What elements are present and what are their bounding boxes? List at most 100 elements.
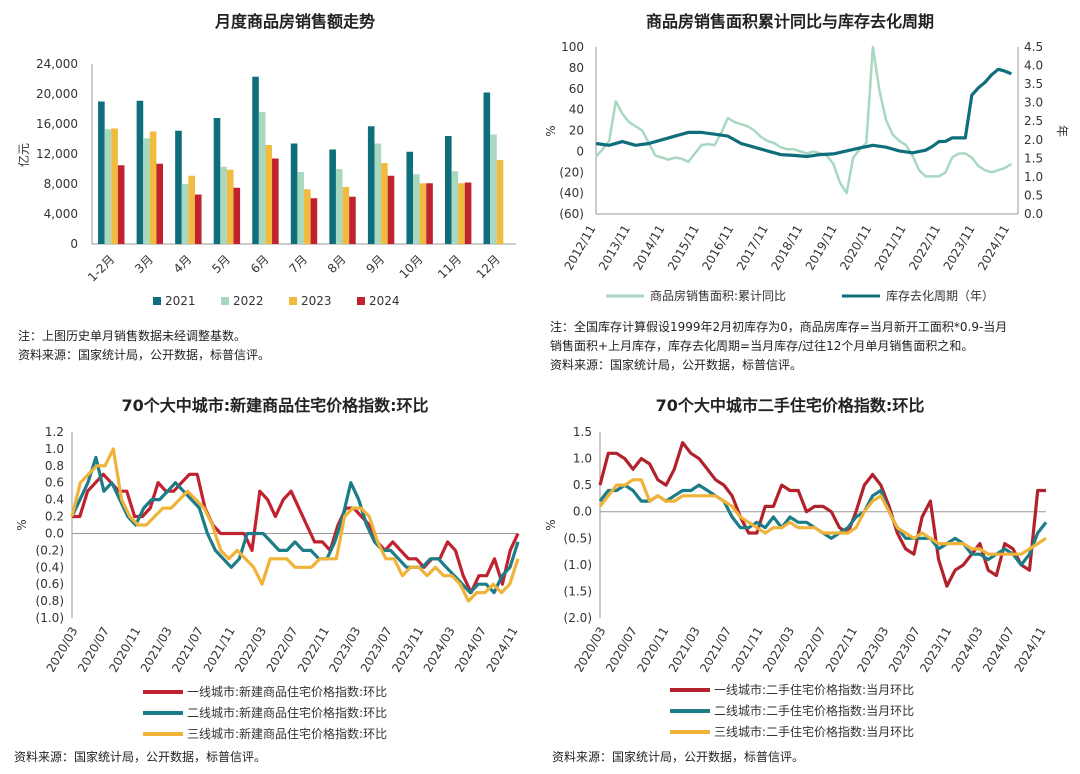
- bar-2023-10月: [419, 183, 427, 244]
- legend-label-2: 三线城市:新建商品住宅价格指数:环比: [187, 726, 387, 741]
- y-right-tick-label: 2.0: [1024, 133, 1043, 147]
- chart1-note: 注：上图历史单月销售数据未经调整基数。: [18, 329, 247, 343]
- series-line-1: [595, 67, 1012, 159]
- y-right-tick-label: 1.0: [1024, 170, 1043, 184]
- bar-2024-4月: [194, 194, 202, 244]
- bar-2022-4月: [181, 184, 189, 244]
- legend-swatch-2021: [153, 297, 161, 305]
- y-tick-label: (1.5): [564, 584, 592, 598]
- y-left-tick-label: 60: [569, 82, 584, 96]
- bar-2024-10月: [426, 183, 433, 244]
- bar-2023-3月: [149, 131, 157, 244]
- bar-2023-5月: [226, 169, 234, 244]
- y-tick-label: (1.0): [564, 558, 592, 572]
- series-line-0: [72, 472, 520, 595]
- bar-2022-12月: [490, 134, 497, 244]
- y-right-tick-label: 4.0: [1024, 59, 1043, 73]
- bar-2023-11月: [458, 183, 465, 244]
- y-tick-label: 12,000: [36, 147, 78, 161]
- y-tick-label: 16,000: [36, 117, 78, 131]
- chart3-source: 资料来源：国家统计局，公开数据，标普信评。: [14, 750, 267, 764]
- bar-2022-9月: [374, 143, 382, 244]
- y-tick-label: 1.0: [45, 442, 64, 456]
- y-left-tick-label: 80: [569, 61, 584, 75]
- y-tick-label: 20,000: [36, 87, 78, 101]
- series-line-0: [595, 45, 1013, 195]
- y-tick-label: (0.2): [36, 543, 64, 557]
- bar-2023-8月: [342, 187, 350, 244]
- y-tick-label: 1.5: [573, 425, 592, 439]
- y-left-tick-label: (40): [559, 186, 584, 200]
- chart1-title: 月度商品房销售额走势: [214, 12, 375, 31]
- bar-2021-7月: [290, 143, 298, 244]
- bar-2021-12月: [483, 92, 491, 244]
- bar-2022-10月: [413, 174, 420, 244]
- bar-2023-7月: [304, 189, 311, 244]
- y-tick-label: 0.0: [573, 505, 592, 519]
- bar-2023-6月: [265, 145, 273, 244]
- chart2-note-line1: 注：全国库存计算假设1999年2月初库存为0，商品房库存=当月新开工面积*0.9…: [550, 320, 1008, 334]
- y-tick-label: 0.4: [45, 493, 64, 507]
- y-left-tick-label: 100: [561, 40, 584, 54]
- y-tick-label: 1.0: [573, 452, 592, 466]
- legend-swatch-2023: [289, 297, 297, 305]
- series-line-0: [598, 441, 1046, 588]
- bar-2022-5月: [220, 166, 227, 244]
- chart1-bar-chart: 04,0008,00012,00016,00020,00024,000亿元1-2…: [16, 57, 516, 308]
- legend-label-2: 三线城市:二手住宅价格指数:当月环比: [714, 724, 914, 739]
- bar-2022-8月: [335, 169, 343, 244]
- y-left-tick-label: 40: [569, 103, 584, 117]
- y-tick-label: 0.2: [45, 510, 64, 524]
- y-right-tick-label: 3.5: [1024, 77, 1043, 91]
- y-right-tick-label: 2.5: [1024, 114, 1043, 128]
- bar-2021-10月: [406, 151, 414, 244]
- y-tick-label: 0.5: [573, 478, 592, 492]
- bar-2024-11月: [464, 182, 472, 244]
- y-right-tick-label: 3.0: [1024, 96, 1043, 110]
- series-line-1: [70, 455, 520, 595]
- legend-label-2022: 2022: [233, 294, 264, 308]
- bar-2024-7月: [310, 198, 318, 244]
- y-tick-label: (0.4): [36, 560, 64, 574]
- y-axis-label: %: [15, 519, 29, 530]
- legend-label-1: 二线城市:二手住宅价格指数:当月环比: [714, 703, 914, 718]
- y-tick-label: (0.5): [564, 531, 592, 545]
- y-right-axis-label: 年: [1055, 125, 1069, 137]
- chart1-source: 资料来源：国家统计局，公开数据，标普信评。: [18, 348, 271, 362]
- y-left-tick-label: (60): [559, 207, 584, 221]
- y-tick-label: (0.8): [36, 594, 64, 608]
- bar-2021-4月: [175, 130, 182, 244]
- legend-label-2023: 2023: [301, 294, 332, 308]
- chart2-note-line2: 销售面积+上月库存，库存去化周期=当月库存/过往12个月单月销售面积之和。: [550, 339, 974, 353]
- legend-label-0: 商品房销售面积:累计同比: [650, 288, 786, 303]
- chart3-line-chart: (1.0) (0.8) (0.6) (0.4) (0.2) 0.0 0.2 0.4 0.6 0.8…: [15, 425, 521, 741]
- y-left-tick-label: (20): [559, 165, 584, 179]
- bar-2024-5月: [233, 187, 241, 244]
- series-line-1: [598, 483, 1048, 567]
- bar-2024-9月: [387, 175, 395, 244]
- y-tick-label: 0: [70, 237, 78, 251]
- bar-2023-1-2月: [111, 128, 118, 244]
- bar-2022-7月: [297, 172, 304, 244]
- bar-2021-1-2月: [98, 101, 105, 244]
- bar-2024-8月: [349, 196, 356, 244]
- legend-label-0: 一线城市:二手住宅价格指数:当月环比: [714, 682, 914, 697]
- y-tick-label: 0.8: [45, 459, 64, 473]
- y-tick-label: 1.2: [45, 425, 64, 439]
- bar-2022-1-2月: [104, 129, 112, 244]
- series-line-2: [70, 447, 520, 603]
- y-right-tick-label: 0.5: [1024, 188, 1043, 202]
- y-right-tick-label: 0.0: [1024, 207, 1043, 221]
- bar-2023-12月: [496, 160, 504, 244]
- y-axis-label: %: [544, 519, 558, 530]
- y-left-tick-label: 0: [576, 144, 584, 158]
- chart3-title: 70个大中城市:新建商品住宅价格指数:环比: [121, 396, 429, 415]
- y-tick-label: 8,000: [44, 177, 78, 191]
- y-tick-label: 4,000: [44, 207, 78, 221]
- bar-2023-9月: [381, 163, 388, 244]
- bar-2022-3月: [143, 138, 150, 244]
- bar-2022-11月: [451, 171, 459, 244]
- bar-2024-3月: [156, 163, 164, 244]
- chart2-line-chart: (60) (40) (20) 0 20 40 60 80 100 0.0 0.5 1.0 1.5 2.0 2…: [544, 40, 1069, 303]
- y-tick-label: (1.0): [36, 611, 64, 625]
